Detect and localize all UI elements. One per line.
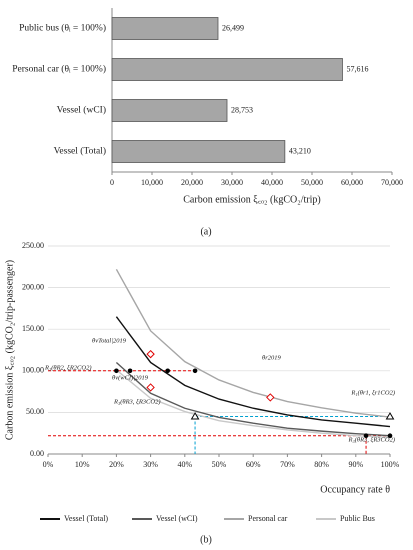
y-tick-label: 150.00 [22,324,44,333]
marker [266,393,275,402]
x-tick-label: 80% [314,460,329,469]
x-tick-label: 70% [280,460,295,469]
series-line [115,316,391,428]
bar [111,140,286,163]
x-tick-label: 10,000 [141,178,163,187]
x-tick-label: 60,000 [341,178,363,187]
x-axis-label: Occupancy rate θ [320,484,390,495]
y-tick-label: 100.00 [22,366,44,375]
value-label: 57,616 [346,64,368,73]
marker [146,383,155,392]
caption: (a) [200,226,211,237]
annotation: R₃(θR3, ξR3CO2) [113,398,161,405]
category-label: Vessel (wCI) [57,105,106,116]
x-tick-label: 60% [246,460,261,469]
marker [114,368,119,374]
annotation: R₂(θR2, ξR2CO2) [44,364,92,371]
x-tick-label: 0% [43,460,54,469]
annotation: θr2019 [262,354,281,361]
value-label: 26,499 [222,23,244,32]
marker [127,368,133,374]
y-tick-label: 0.00 [30,449,44,458]
marker [363,433,369,438]
x-tick-label: 20% [109,460,124,469]
y-tick-label: 250.00 [22,241,44,250]
marker [385,412,395,420]
bar [111,58,343,81]
x-tick-label: 20,000 [181,178,203,187]
marker [146,349,155,359]
series-line [115,361,391,437]
category-label: Personal car (θᵢ = 100%) [12,64,106,75]
value-label: 28,753 [231,105,253,114]
legend-label: Public Bus [340,514,375,523]
y-tick-label: 200.00 [22,282,44,291]
x-tick-label: 10% [75,460,90,469]
y-tick-label: 50.00 [26,407,44,416]
category-label: Vessel (Total) [54,146,106,157]
legend-label: Vessel (Total) [64,514,108,523]
x-tick-label: 40,000 [261,178,283,187]
x-tick-label: 100% [381,460,400,469]
annotation: R₃(θR3, ξR3CO2) [347,436,395,443]
value-label: 43,210 [289,146,311,155]
marker [387,433,393,438]
bar [111,99,228,122]
category-label: Public bus (θᵢ = 100%) [19,23,106,34]
legend-label: Vessel (wCI) [156,514,198,523]
x-tick-label: 50% [212,460,227,469]
series-line [115,268,391,418]
y-axis-label: Carbon emission ξ꜀ₒ₂ (kgCO₂/trip-passeng… [4,260,15,440]
caption: (b) [200,534,212,545]
x-axis-label: Carbon emission ξ꜀ₒ₂ (kgCO₂/trip) [183,194,320,205]
marker [192,368,198,374]
x-tick-label: 50,000 [301,178,323,187]
x-tick-label: 30% [143,460,158,469]
x-tick-label: 70,000 [381,178,403,187]
legend-label: Personal car [248,514,288,523]
annotation: θv(wCI)|2019 [112,374,149,381]
x-tick-label: 40% [177,460,192,469]
marker [190,412,200,420]
marker [165,368,170,374]
x-tick-label: 0 [110,178,114,187]
bar [111,17,219,40]
x-tick-label: 30,000 [221,178,243,187]
series-line [115,369,391,439]
x-tick-label: 90% [348,460,363,469]
annotation: θvTotal|2019 [92,337,127,344]
annotation: R₁(θr1, ξr1CO2) [350,389,395,396]
